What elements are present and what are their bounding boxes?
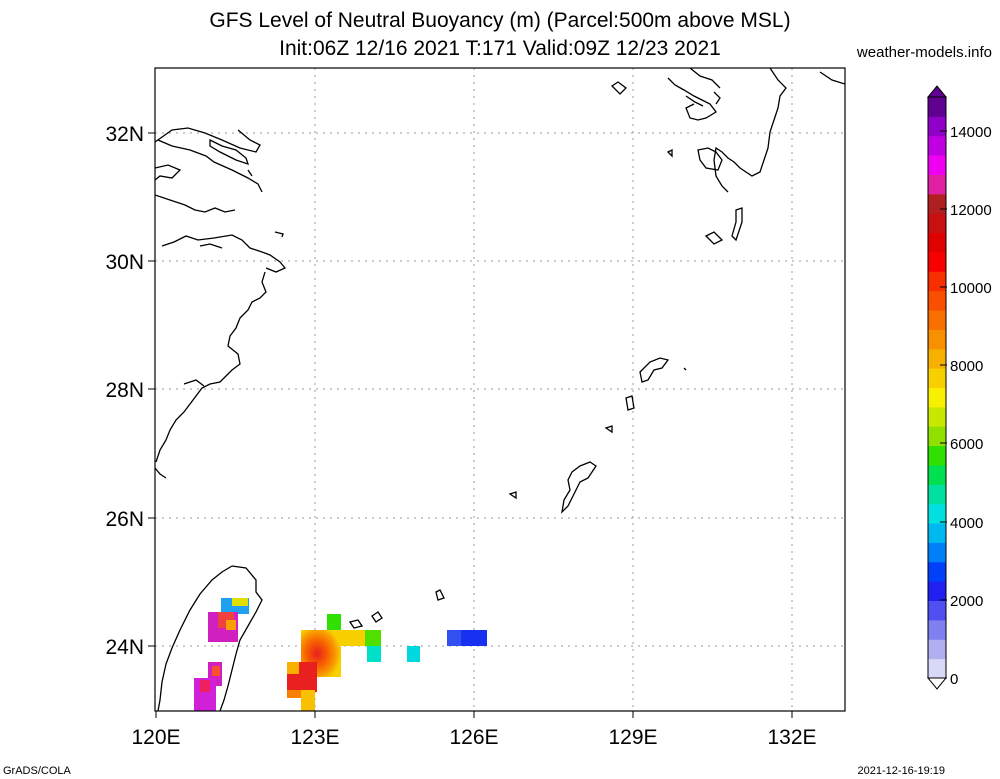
graticule xyxy=(155,68,845,711)
colorbar-segment xyxy=(928,368,946,388)
colorbar-segment xyxy=(928,503,946,524)
colorbar-label-6000: 6000 xyxy=(950,436,983,453)
colorbar-ticks xyxy=(940,130,947,679)
software-credit: GrADS/COLA xyxy=(3,765,71,777)
colorbar-segment xyxy=(928,97,946,117)
colorbar-segment xyxy=(928,542,946,563)
colorbar-label-14000: 14000 xyxy=(950,124,992,141)
lat-label-28n: 28N xyxy=(105,379,144,402)
colorbar-label-4000: 4000 xyxy=(950,515,983,532)
colorbar-segment xyxy=(928,251,946,272)
colorbar-segment xyxy=(928,387,946,408)
lon-label-123e: 123E xyxy=(290,726,339,749)
map-title: GFS Level of Neutral Buoyancy (m) (Parce… xyxy=(209,9,791,32)
colorbar-segment xyxy=(928,658,946,679)
colorbar-segment xyxy=(928,619,946,640)
colorbar-segment xyxy=(928,464,946,485)
colorbar-segment xyxy=(928,193,946,214)
lat-label-24n: 24N xyxy=(105,636,144,659)
colorbar-segment xyxy=(928,116,946,137)
colorbar-segment xyxy=(928,484,946,505)
colorbar-segment xyxy=(928,523,946,543)
lat-label-32n: 32N xyxy=(105,123,144,146)
lat-label-26n: 26N xyxy=(105,508,144,531)
colorbar-segment xyxy=(928,232,946,253)
colorbar-label-0: 0 xyxy=(950,671,958,688)
colorbar-segment xyxy=(928,445,946,466)
colorbar-segment xyxy=(928,213,946,234)
colorbar-label-2000: 2000 xyxy=(950,593,983,610)
colorbar-label-10000: 10000 xyxy=(950,280,992,297)
colorbar-segment xyxy=(928,639,946,660)
timestamp: 2021-12-16-19:19 xyxy=(857,765,945,777)
axis-ticks xyxy=(148,132,793,718)
colorbar-segment xyxy=(928,426,946,447)
lon-label-129e: 129E xyxy=(608,726,657,749)
colorbar-segment xyxy=(928,174,946,195)
coastlines xyxy=(155,68,845,711)
colorbar xyxy=(926,85,948,690)
buoyancy-field xyxy=(194,598,487,711)
colorbar-min-arrow xyxy=(926,677,948,690)
colorbar-segment xyxy=(928,600,946,621)
lon-label-132e: 132E xyxy=(767,726,816,749)
colorbar-segment xyxy=(928,348,946,369)
colorbar-segment xyxy=(928,135,946,156)
colorbar-outline xyxy=(927,96,947,679)
colorbar-segment xyxy=(928,310,946,330)
colorbar-label-12000: 12000 xyxy=(950,202,992,219)
colorbar-segment xyxy=(928,155,946,175)
colorbar-label-8000: 8000 xyxy=(950,358,983,375)
colorbar-segment xyxy=(928,581,946,602)
colorbar-segment xyxy=(928,290,946,311)
map-subtitle: Init:06Z 12/16 2021 T:171 Valid:09Z 12/2… xyxy=(279,37,721,60)
lon-label-120e: 120E xyxy=(131,726,180,749)
lon-label-126e: 126E xyxy=(449,726,498,749)
colorbar-segment xyxy=(928,271,946,292)
colorbar-segment xyxy=(928,406,946,427)
colorbar-segment xyxy=(928,329,946,350)
colorbar-segment xyxy=(928,561,946,582)
colorbar-max-arrow xyxy=(926,85,948,98)
lat-label-30n: 30N xyxy=(105,251,144,274)
source-credit: weather-models.info xyxy=(856,44,992,61)
